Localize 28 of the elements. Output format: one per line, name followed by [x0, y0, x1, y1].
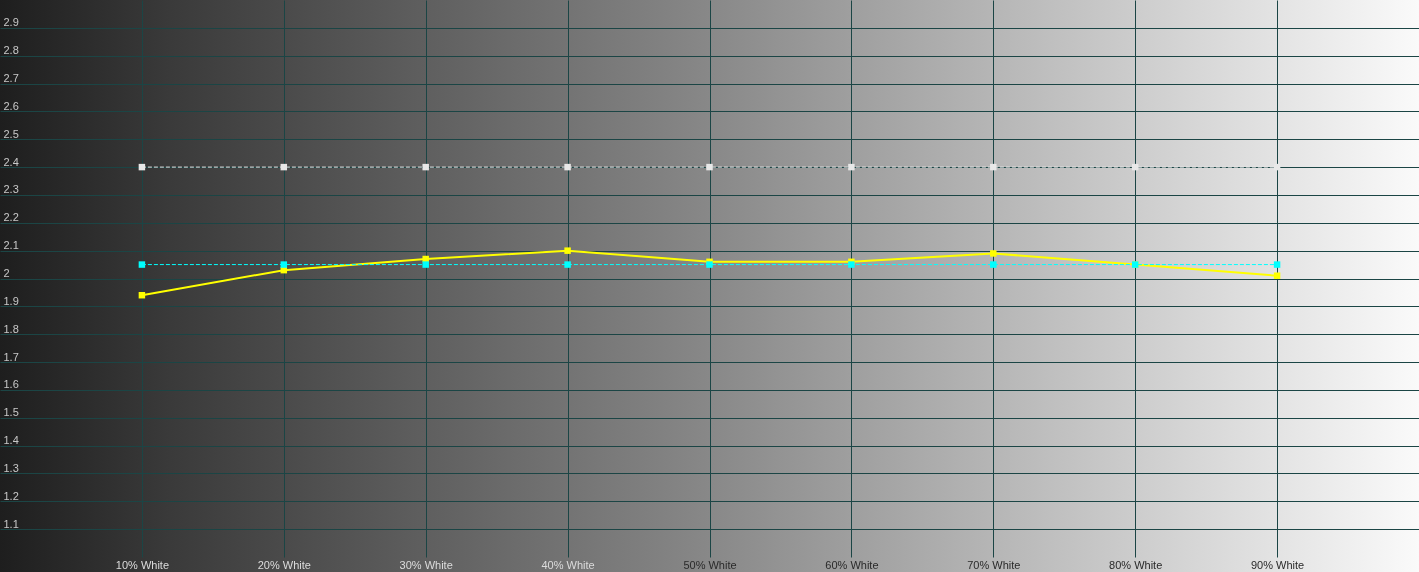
- y-tick-label: 2.1: [3, 239, 19, 252]
- x-tick-label: 50% White: [683, 558, 737, 571]
- x-tick-label: 80% White: [1109, 558, 1163, 571]
- y-tick-label: 1.9: [3, 294, 19, 307]
- y-tick-label: 1.3: [3, 461, 19, 474]
- y-tick-label: 2: [3, 267, 10, 279]
- y-tick-label: 2.6: [3, 99, 19, 112]
- x-tick-label: 30% White: [399, 558, 453, 571]
- x-tick-label: 40% White: [541, 558, 595, 571]
- y-tick-label: 1.7: [3, 350, 19, 363]
- x-tick-label: 70% White: [967, 558, 1021, 571]
- x-tick-label: 10% White: [115, 558, 169, 571]
- y-tick-label: 1.8: [3, 322, 19, 335]
- y-tick-label: 2.5: [3, 127, 19, 140]
- y-tick-label: 1.1: [3, 517, 19, 530]
- y-tick-label: 2.2: [3, 211, 19, 224]
- y-tick-label: 1.2: [3, 489, 19, 502]
- y-tick-label: 2.9: [3, 16, 19, 29]
- y-tick-label: 1.6: [3, 378, 19, 391]
- x-tick-label: 20% White: [257, 558, 311, 571]
- y-tick-label: 2.7: [3, 72, 19, 85]
- y-tick-label: 2.3: [3, 183, 19, 196]
- y-tick-label: 1.4: [3, 434, 19, 447]
- y-tick-label: 2.4: [3, 155, 19, 168]
- y-tick-label: 1.5: [3, 406, 19, 419]
- x-tick-label: 60% White: [825, 558, 879, 571]
- x-tick-label: 90% White: [1251, 558, 1305, 571]
- y-tick-label: 2.8: [3, 44, 19, 57]
